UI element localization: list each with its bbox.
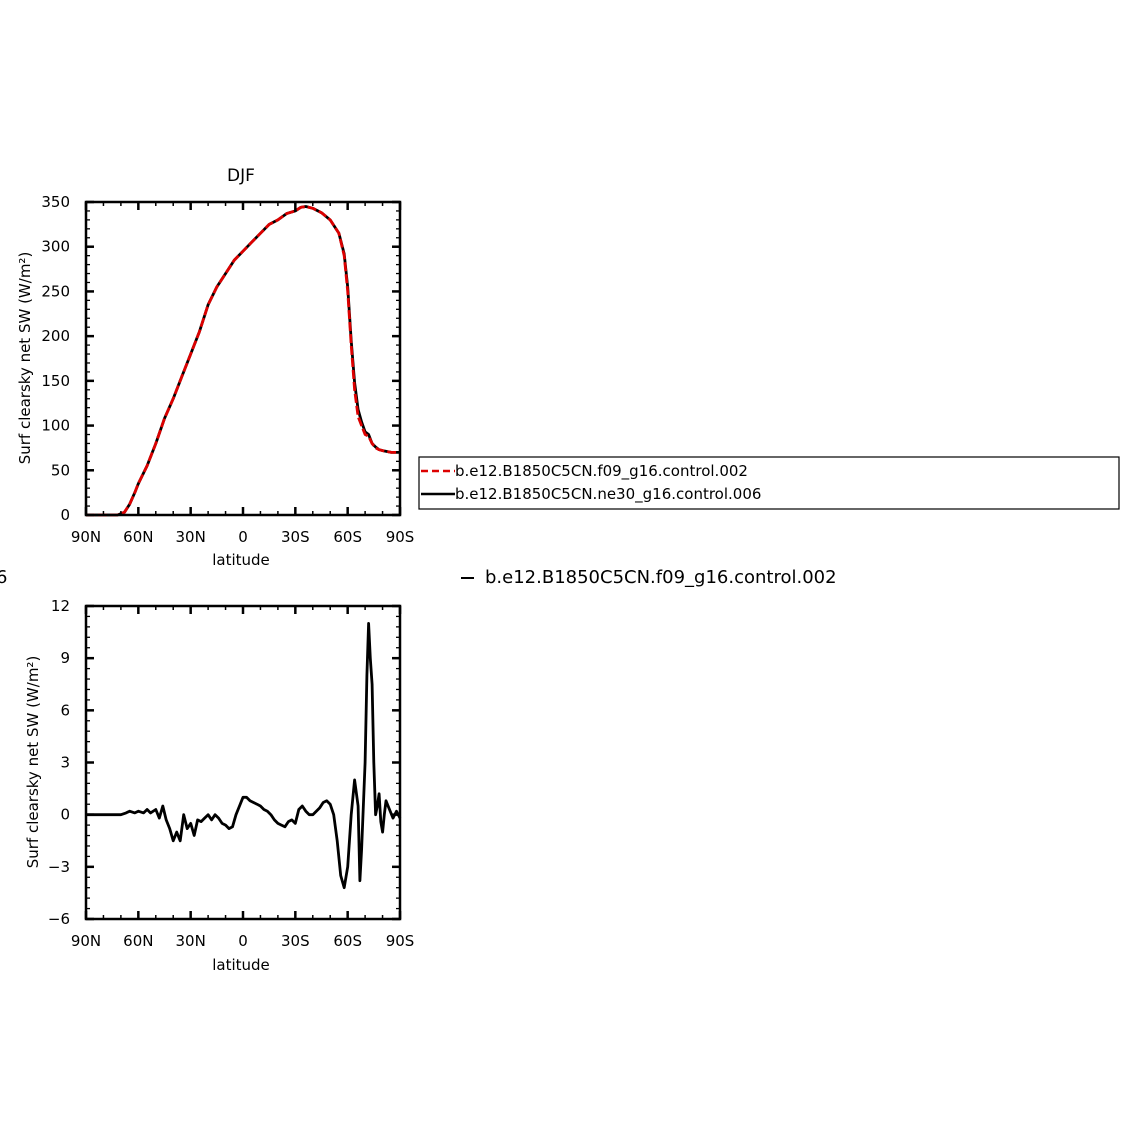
top-x-tick-label: 60N xyxy=(123,528,153,546)
top-y-tick-label: 350 xyxy=(41,193,70,211)
bottom-y-tick-label: 9 xyxy=(60,649,70,667)
top-y-tick-label: 300 xyxy=(41,238,70,256)
bottom-y-tick-label: −6 xyxy=(48,910,70,928)
top-y-tick-label: 0 xyxy=(60,506,70,524)
second-legend-label: b.e12.B1850C5CN.f09_g16.control.002 xyxy=(485,567,837,588)
bottom-x-tick-label: 90S xyxy=(386,932,415,950)
bottom-x-tick-label: 90N xyxy=(71,932,101,950)
bottom-x-tick-label: 30S xyxy=(281,932,310,950)
bottom-x-tick-label: 60N xyxy=(123,932,153,950)
top-x-axis-label: latitude xyxy=(212,551,270,569)
bottom-y-tick-label: 0 xyxy=(60,806,70,824)
top-x-tick-label: 30S xyxy=(281,528,310,546)
top-x-tick-label: 0 xyxy=(238,528,248,546)
top-series-line-1 xyxy=(86,205,400,517)
bottom-x-axis-label: latitude xyxy=(212,956,270,974)
top-y-tick-label: 50 xyxy=(51,461,70,479)
bottom-x-tick-label: 60S xyxy=(333,932,362,950)
bottom-x-tick-label: 0 xyxy=(238,932,248,950)
bottom-series-line-1 xyxy=(86,622,402,890)
top-x-tick-label: 30N xyxy=(176,528,206,546)
legend-label-1: b.e12.B1850C5CN.f09_g16.control.002 xyxy=(455,462,748,481)
bottom-y-tick-label: 3 xyxy=(60,754,70,772)
bottom-y-tick-label: 6 xyxy=(60,701,70,719)
legend-frame xyxy=(418,456,1120,510)
legend: b.e12.B1850C5CN.f09_g16.control.002 b.e1… xyxy=(418,456,1120,510)
second-legend: 6 b.e12.B1850C5CN.f09_g16.control.002 xyxy=(0,567,837,588)
top-y-tick-label: 200 xyxy=(41,327,70,345)
bottom-panel: 90N 60N 30N 0 30S 60S 90S −6 −3 0 3 6 9 12 latitude S… xyxy=(24,597,414,974)
top-y-tick-label: 150 xyxy=(41,372,70,390)
top-panel: 90N 60N 30N 0 30S 60S 90S 0 50 100 150 200 250 300 350… xyxy=(16,166,414,569)
top-chart-title: DJF xyxy=(227,166,255,186)
top-y-axis-label: Surf clearsky net SW (W/m²) xyxy=(16,252,34,465)
top-x-tick-label: 60S xyxy=(333,528,362,546)
top-y-tick-label: 250 xyxy=(41,282,70,300)
top-y-tick-label: 100 xyxy=(41,417,70,435)
bottom-plot-frame xyxy=(84,604,402,921)
legend-label-2: b.e12.B1850C5CN.ne30_g16.control.006 xyxy=(455,485,761,504)
second-legend-fragment: 6 xyxy=(0,567,7,588)
top-x-tick-label: 90N xyxy=(71,528,101,546)
bottom-y-tick-label: −3 xyxy=(48,858,70,876)
bottom-x-tick-label: 30N xyxy=(176,932,206,950)
bottom-y-axis-label: Surf clearsky net SW (W/m²) xyxy=(24,656,42,869)
top-x-tick-label: 90S xyxy=(386,528,415,546)
bottom-y-tick-label: 12 xyxy=(51,597,70,615)
